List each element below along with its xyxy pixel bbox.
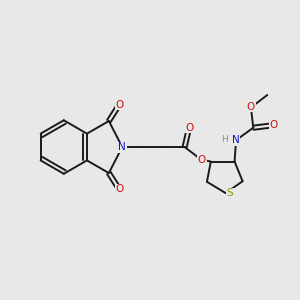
Text: O: O bbox=[115, 184, 123, 194]
Text: S: S bbox=[227, 188, 233, 198]
Text: O: O bbox=[115, 100, 123, 110]
Text: N: N bbox=[232, 135, 240, 145]
Text: O: O bbox=[269, 120, 278, 130]
Text: N: N bbox=[118, 142, 126, 152]
Text: H: H bbox=[221, 135, 228, 144]
Text: O: O bbox=[198, 155, 206, 165]
Text: O: O bbox=[185, 123, 193, 133]
Text: O: O bbox=[247, 102, 255, 112]
